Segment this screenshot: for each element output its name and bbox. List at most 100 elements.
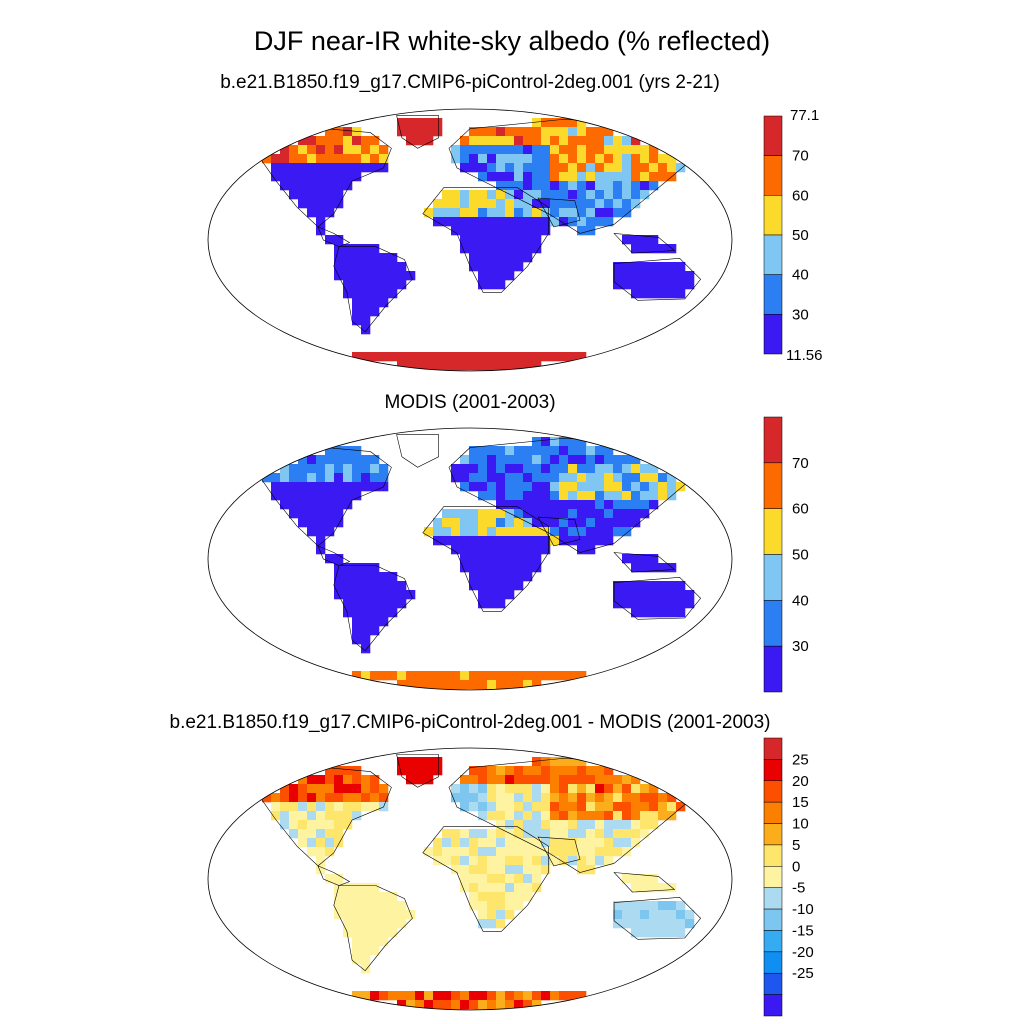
grid-cell [352, 280, 362, 290]
grid-cell [496, 820, 506, 830]
grid-cell [541, 181, 551, 191]
grid-cell [541, 784, 551, 794]
grid-cell [631, 554, 641, 564]
grid-cell [541, 154, 551, 164]
grid-cell [316, 545, 326, 555]
grid-cell [316, 154, 326, 164]
grid-cell [325, 829, 335, 839]
colorbar-bin [763, 195, 783, 236]
grid-cell [523, 482, 533, 492]
grid-cell [334, 784, 344, 794]
grid-cell [316, 784, 326, 794]
grid-cell [487, 518, 497, 528]
grid-cell [505, 352, 515, 362]
grid-cell [496, 901, 506, 911]
grid-cell [676, 928, 686, 938]
grid-cell [505, 784, 515, 794]
grid-cell [586, 811, 596, 821]
grid-cell [604, 208, 614, 218]
grid-cell [424, 527, 434, 537]
grid-cell [469, 154, 479, 164]
grid-cell [613, 208, 623, 218]
grid-cell [667, 244, 677, 254]
grid-cell [352, 784, 362, 794]
grid-cell [334, 136, 344, 146]
grid-cell [523, 680, 533, 690]
grid-cell [559, 536, 569, 546]
grid-cell [343, 491, 353, 501]
grid-cell [559, 352, 569, 362]
grid-cell [685, 590, 695, 600]
grid-cell [505, 253, 515, 263]
grid-cell [370, 307, 380, 317]
grid-cell [514, 856, 524, 866]
grid-cell [469, 482, 479, 492]
grid-cell [379, 991, 389, 1001]
grid-cell [325, 802, 335, 812]
grid-cell [289, 820, 299, 830]
grid-cell [514, 208, 524, 218]
grid-cell [298, 163, 308, 173]
grid-cell [379, 473, 389, 483]
grid-cell [415, 766, 425, 776]
grid-cell [496, 280, 506, 290]
grid-cell [577, 446, 587, 456]
grid-cell [451, 536, 461, 546]
grid-cell [568, 671, 578, 681]
grid-cell [361, 307, 371, 317]
grid-cell [307, 145, 317, 155]
grid-cell [361, 644, 371, 654]
grid-cell [496, 352, 506, 362]
coastline [422, 506, 549, 612]
grid-cell [496, 199, 506, 209]
grid-cell [496, 253, 506, 263]
grid-cell [595, 163, 605, 173]
grid-cell [505, 775, 515, 785]
grid-cell [325, 473, 335, 483]
grid-cell [622, 280, 632, 290]
grid-cell [640, 491, 650, 501]
grid-cell [469, 991, 479, 1001]
grid-cell [460, 554, 470, 564]
grid-cell [451, 1000, 461, 1010]
grid-cell [379, 464, 389, 474]
grid-cell [424, 991, 434, 1001]
coastline [613, 576, 702, 620]
grid-cell [343, 482, 353, 492]
grid-cell [622, 811, 632, 821]
grid-cell [298, 518, 308, 528]
grid-cell [442, 838, 452, 848]
grid-cell [334, 581, 344, 591]
grid-cell [613, 784, 623, 794]
grid-cell [433, 217, 443, 227]
grid-cell [361, 154, 371, 164]
grid-cell [505, 802, 515, 812]
grid-cell [451, 145, 461, 155]
grid-cell [622, 784, 632, 794]
grid-cell [388, 581, 398, 591]
grid-cell [532, 244, 542, 254]
grid-cell [469, 883, 479, 893]
grid-cell [325, 491, 335, 501]
grid-cell [505, 235, 515, 245]
grid-cell [370, 136, 380, 146]
grid-cell [316, 829, 326, 839]
grid-cell [280, 811, 290, 821]
grid-cell [595, 464, 605, 474]
grid-cell [289, 172, 299, 182]
coastline [537, 197, 581, 228]
grid-cell [505, 793, 515, 803]
grid-cell [478, 563, 488, 573]
grid-cell [478, 262, 488, 272]
grid-cell [343, 901, 353, 911]
grid-cell [460, 163, 470, 173]
grid-cell [568, 829, 578, 839]
grid-cell [568, 199, 578, 209]
grid-cell [577, 136, 587, 146]
grid-cell [451, 838, 461, 848]
grid-cell [361, 991, 371, 1001]
colorbar-bin [763, 314, 783, 355]
grid-cell [676, 581, 686, 591]
grid-cell [334, 838, 344, 848]
grid-cell [307, 473, 317, 483]
